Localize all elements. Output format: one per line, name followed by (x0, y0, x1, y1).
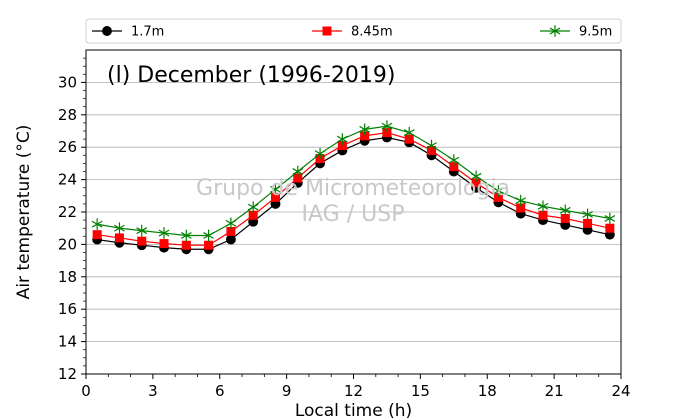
data-point-square (270, 192, 280, 202)
data-point-star (470, 170, 482, 183)
data-point-square (337, 141, 347, 151)
data-point-star (448, 154, 460, 167)
data-point-star (537, 200, 549, 213)
data-point-star (359, 123, 371, 136)
axis-ticks: 0 3 6 9 12 15 18 21 24 12 14 16 18 20 22 24 26 28 30 (58, 57, 631, 400)
data-point-square (226, 226, 236, 236)
data-point-square (92, 230, 102, 240)
data-point-star (381, 120, 393, 132)
watermark-line-1: Grupo de Micrometeorologia (196, 176, 510, 201)
y-tick-label: 12 (58, 365, 77, 383)
y-tick-label: 30 (58, 73, 77, 91)
data-point-square (114, 233, 124, 243)
data-point-star (515, 194, 527, 207)
y-tick-label: 18 (58, 268, 77, 286)
y-tick-label: 26 (58, 138, 77, 156)
series-line (97, 125, 610, 237)
x-tick-label: 6 (215, 382, 225, 400)
legend-box (85, 18, 622, 44)
data-point-star (403, 126, 415, 139)
data-point-star (336, 133, 348, 145)
data-point-circle (225, 234, 236, 245)
data-point-star (247, 201, 259, 213)
data-point-star (426, 139, 437, 152)
data-point-star (493, 185, 504, 197)
data-point-square (204, 240, 214, 250)
data-point-star (292, 165, 304, 178)
watermark-line-2: IAG / USP (302, 202, 405, 227)
data-point-star (114, 222, 125, 235)
x-tick-label: 3 (148, 382, 158, 400)
data-point-square (449, 162, 459, 172)
x-tick-label: 15 (411, 382, 430, 400)
legend-entry: 1.7m (92, 25, 164, 40)
data-point-square (159, 239, 169, 249)
series-layer (91, 120, 616, 255)
x-tick-label: 18 (478, 382, 497, 400)
legend-entry: 8.45m (312, 25, 393, 40)
legend-label: 1.7m (131, 25, 164, 40)
data-point-square (493, 192, 503, 202)
data-point-star (158, 227, 170, 239)
legend-entry: 9.5m (540, 25, 612, 40)
data-point-square (248, 210, 258, 220)
series-9.5m (91, 120, 616, 242)
y-tick-label: 24 (58, 171, 77, 189)
data-point-square (560, 213, 570, 223)
x-tick-label: 24 (611, 382, 630, 400)
legend-label: 8.45m (351, 25, 393, 40)
y-tick-label: 14 (58, 333, 77, 351)
data-point-star (559, 204, 571, 217)
data-point-star (203, 229, 214, 242)
x-tick-label: 9 (282, 382, 292, 400)
data-point-square (583, 218, 593, 228)
data-point-square (471, 178, 481, 188)
data-point-star (582, 208, 593, 221)
data-point-star (91, 218, 103, 230)
y-tick-label: 16 (58, 300, 77, 318)
legend: 1.7m 8.45m 9.5m (85, 18, 622, 44)
data-point-square (137, 236, 147, 246)
data-point-square (538, 210, 548, 220)
y-tick-label: 28 (58, 106, 77, 124)
y-tick-label: 22 (58, 203, 77, 221)
data-point-square (293, 173, 303, 183)
data-point-star (604, 212, 616, 225)
data-point-square (382, 128, 392, 138)
data-point-square (516, 203, 526, 213)
data-point-star (314, 147, 326, 160)
x-tick-label: 12 (344, 382, 363, 400)
x-tick-label: 0 (81, 382, 91, 400)
data-point-circle (102, 26, 112, 36)
y-tick-label: 20 (58, 235, 77, 253)
data-point-square (181, 240, 191, 250)
data-point-star (225, 217, 237, 230)
panel-title: (l) December (1996-2019) (107, 63, 395, 88)
data-point-star (136, 224, 148, 237)
data-point-square (360, 131, 370, 141)
legend-label: 9.5m (579, 25, 612, 40)
x-tick-label: 21 (545, 382, 564, 400)
data-point-square (605, 223, 615, 233)
x-axis-label: Local time (h) (295, 401, 412, 420)
y-axis-label: Air temperature (°C) (14, 125, 34, 300)
data-point-star (549, 25, 561, 37)
data-point-square (322, 26, 332, 36)
data-point-square (404, 134, 414, 144)
data-point-star (270, 183, 281, 196)
data-point-star (180, 229, 192, 242)
